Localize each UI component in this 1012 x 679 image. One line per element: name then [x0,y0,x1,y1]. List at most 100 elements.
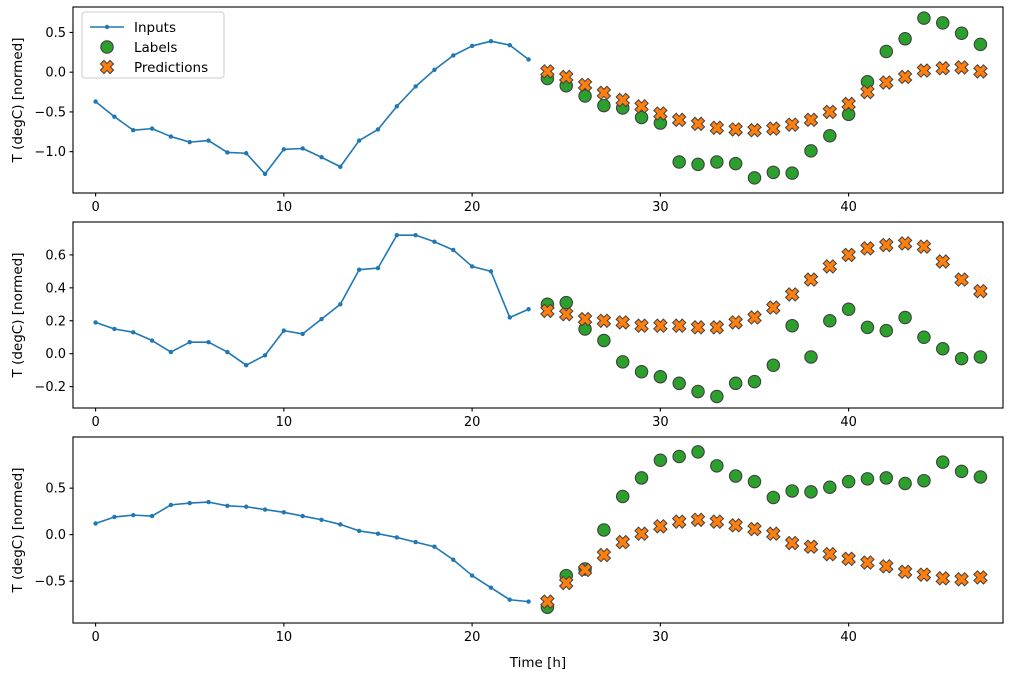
inputs-point [243,504,249,509]
label-marker [691,157,705,172]
label-marker [747,474,762,489]
prediction-marker [634,318,649,334]
prediction-marker [916,239,932,255]
inputs-point [112,326,117,332]
prediction-marker [728,122,743,137]
inputs-point [356,528,362,534]
label-marker [804,144,818,158]
inputs-point [131,128,136,133]
panel-1: 0.5 0.0 −0.5 −1.0 0 10 20 30 40 T (degC) [normed] [10,6,1004,215]
legend-entry-labels[interactable]: Labels [100,40,178,56]
inputs-point [338,522,343,527]
legend-entry-inputs[interactable]: Inputs [90,20,176,36]
legend-label: Predictions [134,60,208,76]
inputs-point [526,599,531,604]
prediction-marker [935,571,951,586]
label-marker [823,480,837,494]
prediction-marker [784,117,800,132]
label-marker [634,110,649,125]
inputs-point [507,315,512,320]
inputs-point [526,307,531,312]
inputs-point [93,320,98,325]
inputs-point [112,514,117,520]
panel-3: 0.5 0.0 −0.5 0 10 20 30 40 T (degC) [normed] [10,436,1004,645]
label-marker [823,314,837,328]
label-marker [728,376,743,391]
prediction-marker [615,315,631,330]
label-marker [747,374,762,389]
y-tick-label: 0.6 [45,248,66,263]
label-marker [879,323,894,338]
label-marker [973,37,988,52]
inputs-point [488,269,494,274]
prediction-marker [916,63,932,78]
inputs-point [149,126,155,131]
prediction-marker [671,318,687,334]
label-marker [917,11,931,25]
label-marker [954,464,969,479]
inputs-point [451,557,456,562]
label-marker [841,107,856,122]
y-tick-label: 0.0 [45,528,66,543]
series-predictions [540,512,988,609]
label-marker [691,445,705,459]
prediction-marker [558,306,574,322]
label-marker [597,98,611,113]
inputs-point [168,134,174,139]
legend[interactable]: Inputs Labels Predictions [81,11,225,79]
label-marker [710,389,724,404]
inputs-point [375,127,381,132]
label-marker [804,485,818,499]
y-tick-label: 0.4 [45,281,66,296]
series-inputs [93,38,531,177]
label-marker [766,490,781,505]
x-tick-label: 30 [652,415,669,430]
label-marker [634,365,649,379]
prediction-marker [558,69,574,85]
label-marker [860,74,875,89]
label-marker [615,489,630,504]
series-predictions [540,60,988,138]
panel-2: 0.6 0.4 0.2 0.0 −0.2 0 10 20 30 40 T (degC) [norme… [10,221,1004,430]
x-tick-label: 30 [652,630,669,645]
prediction-marker [841,247,856,263]
inputs-point [149,338,155,343]
prediction-marker [766,526,781,542]
label-marker [860,472,875,486]
inputs-point [168,502,174,508]
x-tick-label: 0 [91,630,99,645]
y-tick-label: 0.0 [45,347,66,362]
inputs-point [93,99,98,104]
inputs-point [319,517,324,522]
inputs-point [262,507,268,512]
prediction-marker [615,534,631,550]
series-labels [540,295,988,404]
inputs-point [394,232,400,238]
label-marker [785,166,799,180]
inputs-point [451,247,456,253]
inputs-point [300,331,305,337]
prediction-marker [954,571,969,587]
prediction-marker [822,546,838,562]
label-marker [973,470,988,484]
y-tick-label: 0.0 [45,66,66,81]
prediction-marker [973,64,988,79]
y-tick-label: 0.5 [45,26,66,41]
inputs-line [94,234,530,366]
prediction-marker [634,99,649,114]
prediction-marker [540,594,555,609]
label-marker [917,473,931,488]
prediction-marker [596,547,612,563]
prediction-marker [822,104,838,120]
legend-dot-icon [104,24,110,30]
prediction-marker [803,539,819,555]
prediction-marker [897,236,913,251]
inputs-point [319,316,324,322]
prediction-marker [841,96,856,112]
inputs-point [432,239,437,244]
inputs-point [432,544,437,549]
x-tick-label: 20 [464,200,481,215]
legend-entry-predictions[interactable]: Predictions [99,59,208,76]
prediction-marker [690,320,706,335]
label-marker [728,469,743,483]
